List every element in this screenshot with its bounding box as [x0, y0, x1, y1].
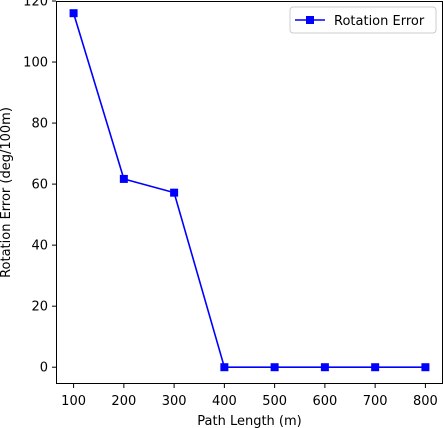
x-tick-label: 700 [363, 394, 388, 409]
x-tick-label: 500 [262, 394, 287, 409]
y-tick-label: 120 [23, 0, 48, 10]
x-axis-label: Path Length (m) [197, 414, 301, 428]
legend-box [289, 6, 437, 34]
data-point-marker [69, 9, 78, 18]
y-tick-label: 20 [31, 300, 48, 315]
x-tick-label: 600 [312, 394, 337, 409]
y-tick-label: 100 [23, 56, 48, 71]
x-tick-label: 800 [413, 394, 438, 409]
data-point-marker [270, 363, 279, 372]
y-tick-label: 0 [40, 361, 48, 376]
y-tick-label: 60 [31, 178, 48, 193]
x-axis-ticks: 100 200 300 400 500 600 700 800 [61, 384, 438, 409]
data-point-marker [421, 363, 430, 372]
y-axis-label: Rotation Error (deg/100m) [0, 107, 14, 278]
legend-label: Rotation Error [334, 14, 425, 29]
y-tick-label: 40 [31, 239, 48, 254]
series-line [72, 12, 426, 369]
plot-frame [56, 1, 443, 384]
data-point-marker [170, 188, 179, 197]
legend: Rotation Error [289, 6, 437, 34]
y-axis-ticks: 0 20 40 60 80 100 120 [23, 0, 56, 376]
x-tick-label: 300 [162, 394, 187, 409]
data-point-marker [220, 363, 229, 372]
x-tick-label: 100 [61, 394, 86, 409]
data-point-marker [371, 363, 380, 372]
y-tick-label: 80 [31, 117, 48, 132]
legend-marker-swatch [306, 16, 314, 24]
plot-layer [69, 9, 430, 372]
data-point-marker [320, 363, 329, 372]
x-tick-label: 200 [111, 394, 136, 409]
data-point-marker [119, 174, 128, 183]
x-tick-label: 400 [212, 394, 237, 409]
